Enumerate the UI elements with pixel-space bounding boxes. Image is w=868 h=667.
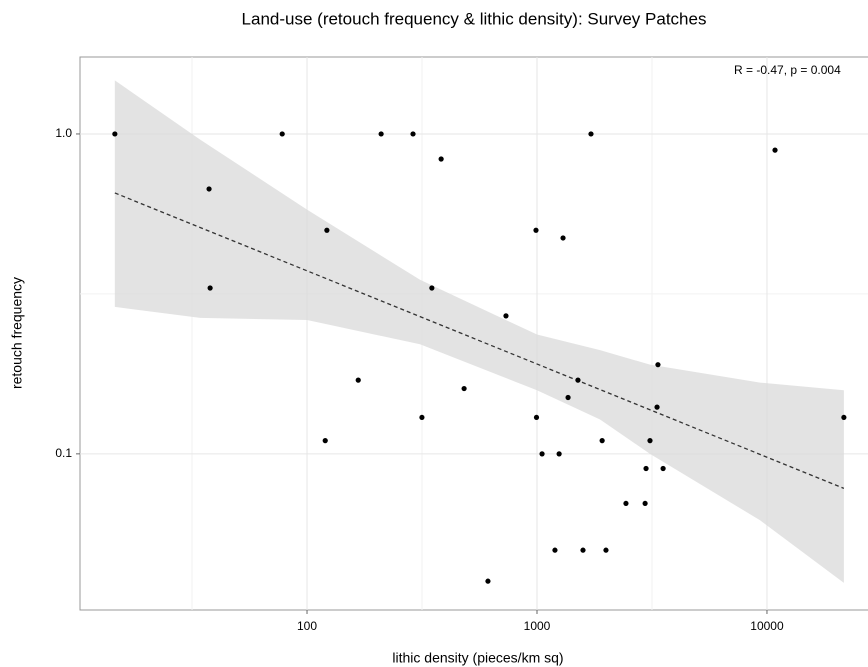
- point: [438, 156, 444, 162]
- point: [580, 547, 586, 553]
- point: [279, 131, 285, 137]
- confidence-band: [114, 80, 844, 583]
- point: [655, 362, 661, 368]
- point: [485, 578, 491, 584]
- point: [603, 547, 609, 553]
- x-tick-label: 100: [297, 619, 317, 633]
- point: [642, 500, 648, 507]
- point: [503, 313, 509, 319]
- point: [588, 131, 594, 137]
- point: [552, 547, 558, 553]
- y-tick-label: 1.0: [55, 126, 72, 140]
- point: [322, 438, 328, 444]
- point: [112, 131, 118, 137]
- point: [355, 377, 361, 383]
- y-tick-label: 0.1: [55, 446, 72, 460]
- point: [378, 131, 384, 137]
- point: [623, 500, 629, 507]
- point: [660, 465, 666, 472]
- x-tick-label: 10000: [750, 619, 784, 633]
- point: [841, 414, 847, 421]
- point: [539, 451, 545, 457]
- point: [565, 394, 571, 401]
- point: [206, 186, 212, 192]
- point: [556, 451, 562, 457]
- point: [419, 414, 425, 421]
- x-axis-label: lithic density (pieces/km sq): [392, 650, 563, 666]
- point: [560, 235, 566, 241]
- annotation: R = -0.47, p = 0.004: [734, 63, 841, 77]
- x-tick-label: 1000: [524, 619, 551, 633]
- point: [429, 285, 435, 291]
- point: [772, 147, 778, 153]
- fit-line: [114, 192, 845, 489]
- point: [324, 227, 330, 233]
- point: [410, 131, 416, 137]
- point: [647, 438, 653, 444]
- point: [533, 227, 539, 233]
- point: [533, 414, 540, 421]
- point: [207, 285, 213, 291]
- point: [575, 377, 581, 383]
- chart-title: Land-use (retouch frequency & lithic den…: [242, 9, 707, 28]
- point: [654, 404, 660, 410]
- point: [461, 385, 467, 392]
- point: [599, 438, 605, 444]
- point: [643, 465, 649, 472]
- y-axis-label: retouch frequency: [9, 277, 25, 389]
